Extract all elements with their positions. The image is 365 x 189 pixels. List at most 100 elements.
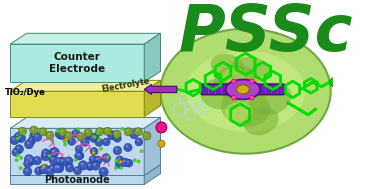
Text: Counter
Electrode: Counter Electrode: [49, 52, 105, 74]
Circle shape: [136, 129, 138, 132]
Circle shape: [24, 160, 32, 168]
Circle shape: [48, 164, 57, 173]
Circle shape: [35, 167, 43, 175]
Circle shape: [76, 132, 85, 141]
Circle shape: [73, 167, 82, 175]
Ellipse shape: [243, 107, 278, 135]
Circle shape: [51, 150, 54, 153]
FancyArrow shape: [144, 84, 177, 94]
Circle shape: [55, 129, 65, 139]
Circle shape: [86, 163, 94, 170]
Circle shape: [64, 157, 73, 165]
Circle shape: [56, 129, 59, 133]
Circle shape: [92, 151, 95, 155]
Circle shape: [30, 126, 38, 134]
FancyBboxPatch shape: [201, 84, 285, 95]
Circle shape: [42, 166, 45, 169]
Circle shape: [55, 157, 64, 166]
Polygon shape: [10, 33, 161, 44]
Circle shape: [55, 165, 58, 168]
Circle shape: [16, 154, 19, 157]
Polygon shape: [10, 165, 161, 175]
Circle shape: [59, 132, 67, 139]
Circle shape: [49, 148, 58, 157]
Circle shape: [61, 159, 64, 162]
Circle shape: [65, 137, 68, 141]
Text: Electrolyte: Electrolyte: [100, 77, 150, 94]
Circle shape: [49, 155, 58, 164]
Circle shape: [121, 127, 124, 131]
Circle shape: [30, 158, 32, 161]
Circle shape: [61, 133, 63, 135]
Circle shape: [35, 135, 38, 137]
Circle shape: [17, 146, 19, 149]
Circle shape: [66, 133, 69, 136]
Circle shape: [30, 131, 39, 140]
Circle shape: [99, 167, 108, 177]
Circle shape: [33, 133, 42, 141]
Circle shape: [97, 138, 101, 141]
Circle shape: [127, 161, 129, 163]
Circle shape: [14, 132, 22, 141]
Circle shape: [44, 150, 46, 153]
Circle shape: [112, 133, 120, 141]
Circle shape: [50, 166, 53, 169]
Ellipse shape: [226, 79, 260, 99]
Circle shape: [16, 137, 19, 140]
Circle shape: [78, 134, 81, 136]
Ellipse shape: [237, 85, 249, 94]
Circle shape: [41, 129, 43, 132]
Circle shape: [51, 139, 54, 142]
Polygon shape: [10, 44, 144, 82]
Circle shape: [140, 149, 143, 153]
Ellipse shape: [223, 68, 245, 84]
Circle shape: [57, 159, 59, 161]
Circle shape: [41, 167, 43, 170]
Circle shape: [28, 137, 36, 145]
Circle shape: [68, 165, 70, 168]
Circle shape: [95, 138, 103, 146]
Circle shape: [104, 155, 107, 158]
Circle shape: [25, 169, 28, 171]
Circle shape: [231, 79, 236, 84]
Circle shape: [48, 154, 51, 157]
Circle shape: [115, 136, 118, 138]
Ellipse shape: [200, 78, 240, 109]
Circle shape: [83, 139, 85, 142]
Circle shape: [97, 129, 100, 132]
Circle shape: [119, 160, 123, 164]
Circle shape: [58, 157, 68, 167]
Circle shape: [88, 133, 90, 136]
Circle shape: [33, 156, 41, 165]
Circle shape: [114, 135, 121, 142]
Circle shape: [78, 153, 80, 156]
Circle shape: [32, 133, 35, 136]
Circle shape: [17, 134, 26, 143]
Circle shape: [27, 157, 36, 165]
Circle shape: [97, 140, 99, 142]
Circle shape: [115, 159, 118, 162]
Circle shape: [36, 168, 39, 171]
Polygon shape: [144, 118, 161, 175]
Circle shape: [65, 132, 73, 140]
Circle shape: [70, 139, 72, 141]
Circle shape: [43, 154, 46, 156]
Circle shape: [24, 155, 34, 164]
Circle shape: [137, 139, 139, 142]
Ellipse shape: [228, 57, 270, 86]
Circle shape: [123, 160, 126, 162]
Circle shape: [19, 167, 22, 170]
Circle shape: [133, 159, 136, 162]
Circle shape: [91, 161, 100, 170]
Circle shape: [231, 95, 236, 100]
Circle shape: [65, 164, 74, 172]
Circle shape: [60, 130, 63, 132]
Circle shape: [96, 158, 98, 160]
Circle shape: [15, 159, 18, 162]
Circle shape: [137, 160, 140, 163]
Circle shape: [143, 132, 151, 140]
Circle shape: [104, 139, 107, 142]
Circle shape: [58, 128, 66, 136]
Circle shape: [330, 77, 340, 87]
Circle shape: [87, 162, 95, 170]
